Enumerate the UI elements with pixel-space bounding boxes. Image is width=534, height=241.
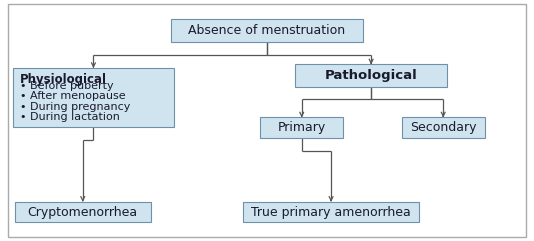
Text: Pathological: Pathological [325,69,418,82]
Text: • During lactation: • During lactation [20,112,120,122]
Text: True primary amenorrhea: True primary amenorrhea [251,206,411,219]
Text: • During pregnancy: • During pregnancy [20,102,130,112]
Text: Absence of menstruation: Absence of menstruation [189,24,345,37]
FancyBboxPatch shape [13,68,174,127]
Text: Cryptomenorrhea: Cryptomenorrhea [28,206,138,219]
FancyBboxPatch shape [171,19,363,41]
FancyBboxPatch shape [402,118,485,138]
Text: Physiological: Physiological [20,73,107,86]
Text: Primary: Primary [278,121,326,134]
FancyBboxPatch shape [261,118,343,138]
Text: Secondary: Secondary [410,121,476,134]
Text: • After menopause: • After menopause [20,92,125,101]
FancyBboxPatch shape [243,202,419,222]
FancyBboxPatch shape [14,202,151,222]
Text: • Before puberty: • Before puberty [20,81,113,91]
FancyBboxPatch shape [295,64,447,87]
